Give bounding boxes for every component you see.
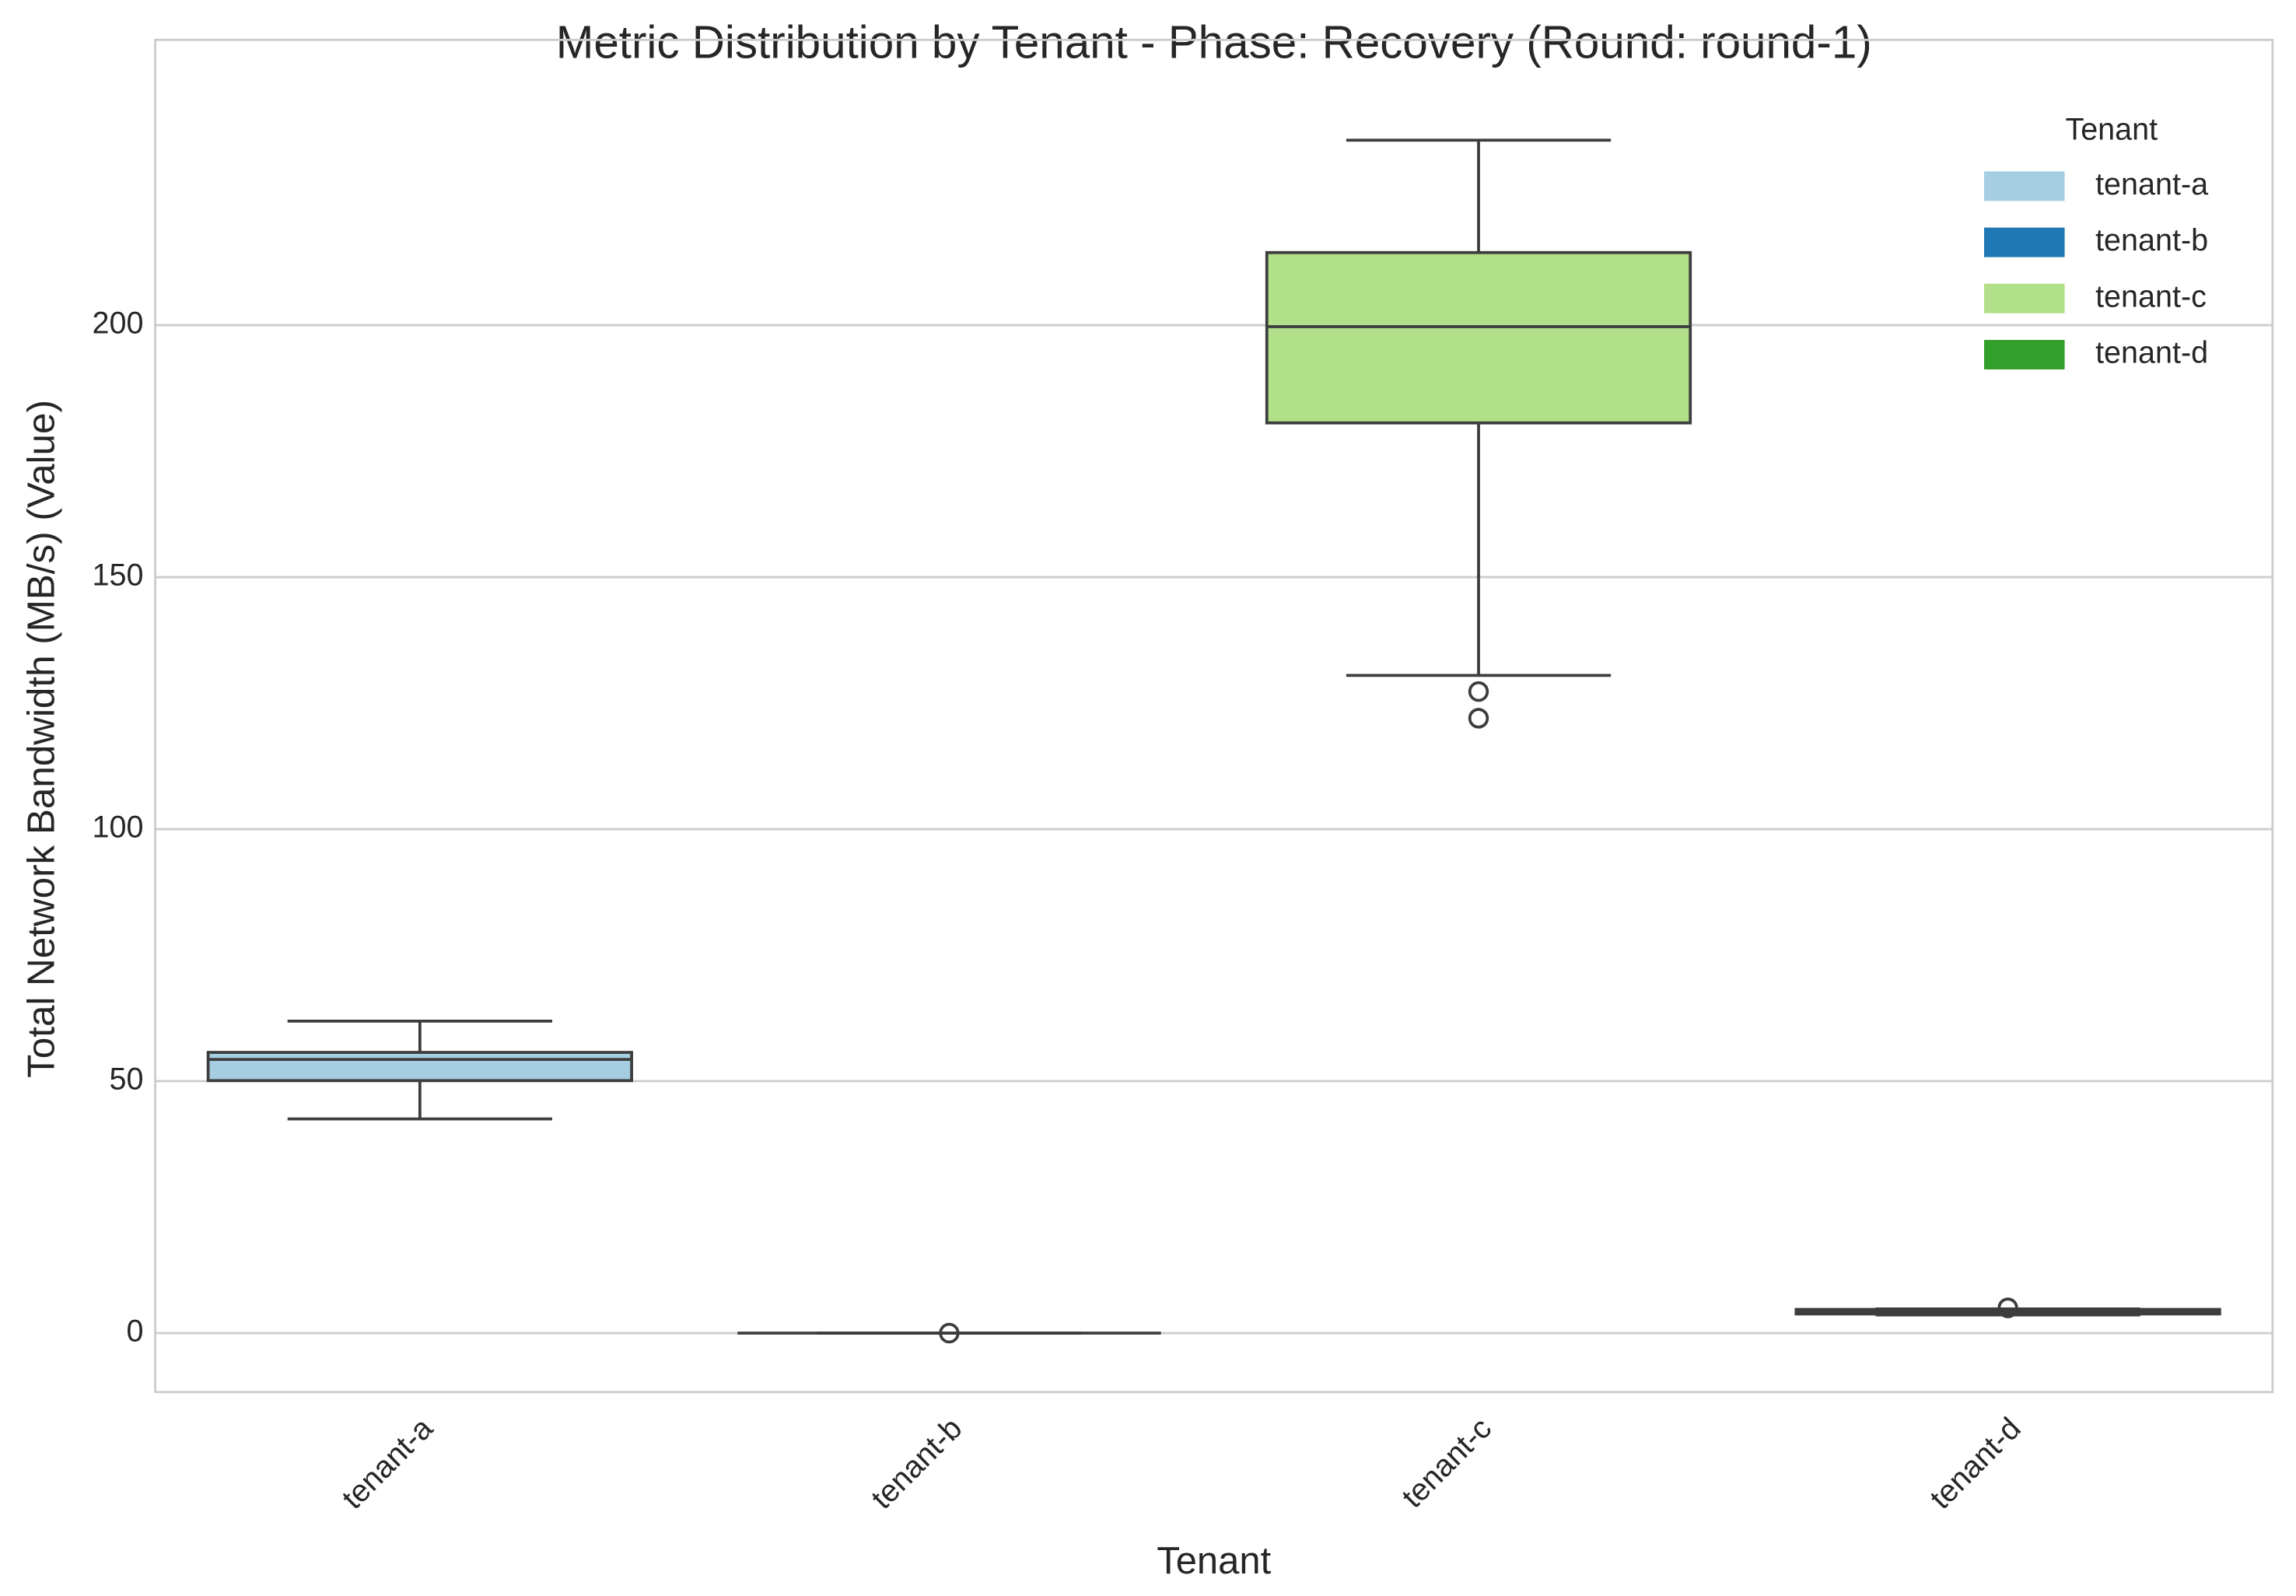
legend-swatch — [1983, 340, 2065, 369]
outlier — [1997, 1297, 2018, 1318]
legend: Tenant tenant-a tenant-b tenant-c tenant-d — [1983, 112, 2209, 370]
legend-label: tenant-c — [2095, 279, 2207, 313]
box — [1265, 250, 1692, 425]
plot — [206, 138, 2221, 1344]
outlier — [1468, 681, 1489, 702]
legend-swatch — [1983, 227, 2065, 257]
outlier — [939, 1322, 960, 1344]
y-tick-label: 0 — [127, 1314, 144, 1348]
y-tick-label: 200 — [93, 306, 144, 340]
y-tick-label: 50 — [110, 1062, 144, 1096]
legend-swatch — [1983, 171, 2065, 201]
outlier — [1468, 708, 1489, 729]
y-tick-label: 150 — [93, 558, 144, 592]
legend-swatch — [1983, 283, 2065, 313]
legend-title: Tenant — [2065, 112, 2158, 146]
chart-title: Metric Distribution by Tenant - Phase: R… — [556, 17, 1872, 68]
legend-label: tenant-a — [2095, 167, 2209, 201]
legend-label: tenant-d — [2095, 335, 2208, 369]
x-axis-label: Tenant — [1157, 1539, 1271, 1582]
legend-label: tenant-b — [2095, 223, 2208, 257]
y-tick-label: 100 — [93, 810, 144, 844]
y-axis-label: Total Network Bandwidth (MB/s) (Value) — [20, 400, 63, 1078]
box — [206, 1051, 633, 1083]
plot-frame — [154, 38, 2274, 1394]
